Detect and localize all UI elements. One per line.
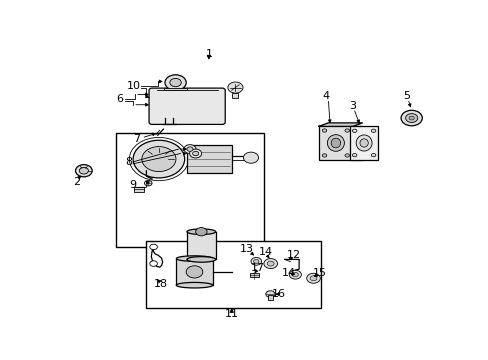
Circle shape <box>352 129 356 132</box>
Text: 5: 5 <box>403 91 410 101</box>
Circle shape <box>265 291 274 297</box>
Circle shape <box>370 153 375 157</box>
Text: 3: 3 <box>349 100 356 111</box>
Ellipse shape <box>176 283 212 288</box>
Circle shape <box>142 147 176 172</box>
Bar <box>176 258 212 285</box>
Circle shape <box>75 165 92 177</box>
FancyBboxPatch shape <box>149 88 225 125</box>
Circle shape <box>79 167 88 174</box>
Bar <box>116 133 264 247</box>
Circle shape <box>267 261 274 266</box>
Polygon shape <box>352 126 362 159</box>
Ellipse shape <box>176 256 212 261</box>
Circle shape <box>344 154 349 157</box>
Circle shape <box>144 180 152 186</box>
Circle shape <box>227 82 243 93</box>
Text: 14: 14 <box>258 247 272 257</box>
Circle shape <box>306 273 320 283</box>
Bar <box>349 126 378 159</box>
Circle shape <box>133 140 184 178</box>
Bar <box>267 294 272 300</box>
Text: 17: 17 <box>251 263 264 273</box>
Circle shape <box>169 78 181 87</box>
Circle shape <box>400 110 422 126</box>
Circle shape <box>370 129 375 132</box>
Text: 9: 9 <box>128 180 136 190</box>
Text: 12: 12 <box>286 250 300 260</box>
Text: 16: 16 <box>271 289 285 299</box>
Circle shape <box>253 260 259 263</box>
Text: 13: 13 <box>239 244 253 254</box>
Circle shape <box>322 129 326 132</box>
Bar <box>146 242 320 308</box>
Text: 15: 15 <box>312 268 326 278</box>
Ellipse shape <box>355 135 371 151</box>
Bar <box>249 273 259 278</box>
Circle shape <box>183 145 196 153</box>
Bar <box>164 87 186 90</box>
Bar <box>186 232 215 260</box>
Circle shape <box>192 151 198 156</box>
Circle shape <box>164 75 186 90</box>
Circle shape <box>189 149 202 158</box>
Circle shape <box>289 270 301 279</box>
Text: 7: 7 <box>133 134 140 144</box>
Text: 11: 11 <box>224 309 238 319</box>
Bar <box>232 93 238 98</box>
Circle shape <box>292 273 298 277</box>
Circle shape <box>149 244 157 250</box>
Text: 2: 2 <box>73 177 80 187</box>
Circle shape <box>149 261 157 266</box>
Circle shape <box>243 152 258 163</box>
Circle shape <box>195 228 206 236</box>
Text: 18: 18 <box>153 279 167 289</box>
Ellipse shape <box>359 139 367 147</box>
Circle shape <box>352 153 356 157</box>
Text: 1: 1 <box>205 49 212 59</box>
Ellipse shape <box>326 135 344 151</box>
Circle shape <box>186 147 193 151</box>
Circle shape <box>309 276 316 281</box>
Text: 6: 6 <box>116 94 123 104</box>
Circle shape <box>405 114 417 122</box>
Ellipse shape <box>186 257 215 262</box>
Circle shape <box>186 266 203 278</box>
Ellipse shape <box>330 138 340 148</box>
Text: 4: 4 <box>322 91 329 101</box>
Circle shape <box>408 116 413 120</box>
Circle shape <box>344 129 349 132</box>
Circle shape <box>250 257 261 265</box>
Ellipse shape <box>186 229 215 234</box>
Circle shape <box>322 154 326 157</box>
Bar <box>318 126 352 159</box>
Polygon shape <box>318 123 362 126</box>
Text: 14: 14 <box>281 268 295 278</box>
Text: 8: 8 <box>125 157 132 167</box>
Circle shape <box>264 258 277 269</box>
Text: 10: 10 <box>126 81 141 91</box>
Bar <box>186 145 232 173</box>
Bar <box>134 186 143 192</box>
